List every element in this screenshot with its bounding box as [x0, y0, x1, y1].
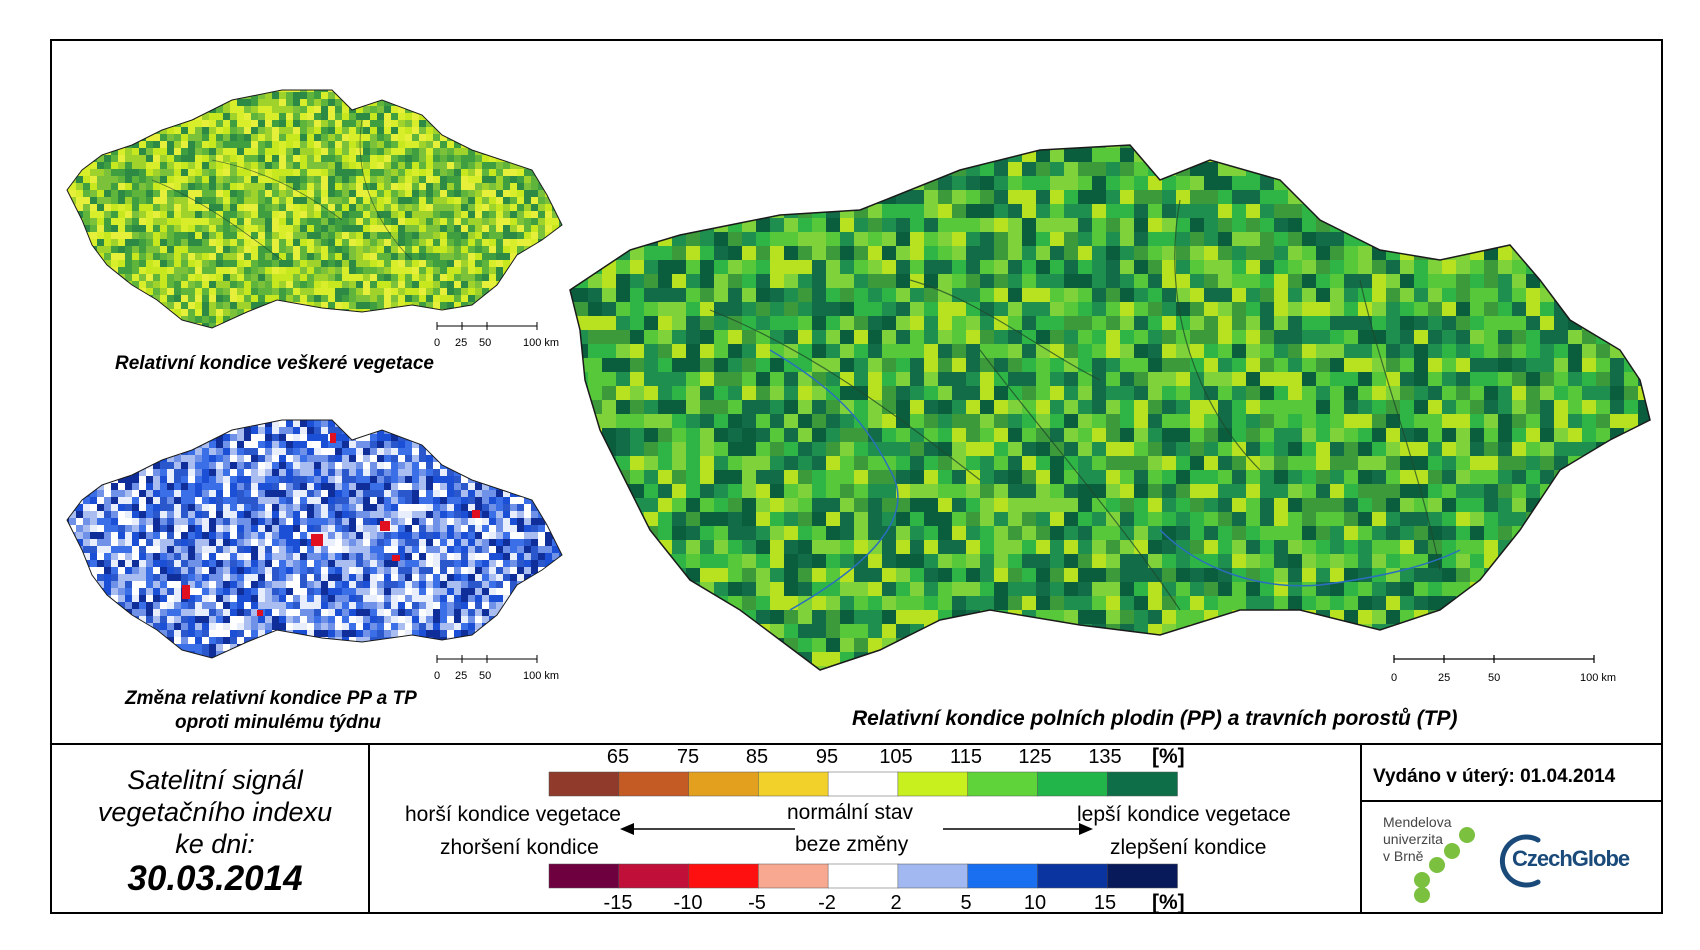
figure-frame	[50, 39, 1663, 914]
czechglobe-logo-text: CzechGlobe	[1512, 846, 1630, 871]
logo-divider	[1360, 800, 1663, 802]
bottom-left-map-caption-line1: Změna relativní kondice PP a TP	[125, 688, 417, 709]
all-vegetation-map	[66, 89, 563, 329]
czechglobe-logo-icon	[1499, 834, 1541, 888]
better-change-label: zlepšení kondice	[1110, 836, 1267, 859]
condition-swatch-6	[967, 771, 1039, 797]
scale-label-100: 100 km	[1580, 672, 1616, 684]
change-swatch-3	[758, 863, 829, 889]
condition-swatch-2	[688, 771, 760, 797]
top-tick-65: 65	[606, 746, 630, 768]
top-tick-105: 105	[879, 746, 913, 768]
condition-swatch-1	[618, 771, 690, 797]
condition-swatch-0	[548, 771, 620, 797]
bottom-left-map-scale-bar: 0 25 50 100 km	[434, 655, 559, 682]
condition-swatch-3	[758, 771, 829, 797]
change-swatch-1	[618, 863, 690, 889]
scale-label-50: 50	[1488, 672, 1500, 684]
legend-divider	[50, 743, 1663, 745]
change-color-scale	[548, 863, 1178, 889]
change-swatch-8	[1106, 863, 1178, 889]
right-arrow-icon	[943, 823, 1093, 835]
mendel-line2: univerzita	[1383, 831, 1443, 847]
top-tick-135: 135	[1088, 746, 1122, 768]
mendel-line3: v Brně	[1383, 848, 1424, 864]
tl-scale-label-100: 100 km	[523, 337, 559, 349]
main-map-scale-bar: 0 25 50 100 km	[1391, 655, 1616, 684]
change-swatch-6	[967, 863, 1039, 889]
bl-scale-label-100: 100 km	[523, 670, 559, 682]
condition-swatch-4	[827, 771, 899, 797]
condition-change-map	[66, 419, 563, 659]
bottom-tick-minus15: -15	[603, 892, 633, 914]
condition-color-scale	[548, 771, 1178, 797]
satellite-label-line1: Satelitní signál	[127, 765, 303, 795]
no-change-label: beze změny	[795, 833, 909, 856]
top-tick-115: 115	[950, 746, 982, 768]
legend-right-divider	[1360, 743, 1362, 914]
bottom-tick-minus2: -2	[818, 892, 836, 914]
scale-label-0: 0	[1391, 672, 1397, 684]
worse-condition-label: horší kondice vegetace	[405, 803, 621, 826]
main-condition-map	[569, 144, 1651, 671]
condition-swatch-5	[897, 771, 969, 797]
scale-label-25: 25	[1438, 672, 1450, 684]
tl-scale-label-0: 0	[434, 337, 440, 349]
tl-scale-label-25: 25	[455, 337, 467, 349]
top-left-map-scale-bar: 0 25 50 100 km	[434, 322, 559, 349]
change-swatch-4	[827, 863, 899, 889]
satellite-date: 30.03.2014	[127, 859, 303, 898]
mendel-university-logo-icon	[1414, 827, 1475, 903]
change-swatch-7	[1037, 863, 1108, 889]
better-condition-label: lepší kondice vegetace	[1077, 803, 1291, 826]
top-tick-85: 85	[745, 746, 769, 768]
bottom-tick-15: 15	[1093, 892, 1117, 914]
change-swatch-5	[897, 863, 969, 889]
top-left-map-caption: Relativní kondice veškeré vegetace	[115, 353, 434, 374]
condition-swatch-8	[1106, 771, 1178, 797]
bottom-left-map-caption-line2: oproti minulému týdnu	[175, 712, 381, 733]
bl-scale-label-50: 50	[479, 670, 491, 682]
top-tick-75: 75	[676, 746, 700, 768]
issue-date: Vydáno v úterý: 01.04.2014	[1373, 766, 1616, 787]
legend-left-divider	[368, 743, 370, 914]
change-swatch-2	[688, 863, 760, 889]
normal-state-label: normální stav	[787, 801, 914, 824]
mendel-line1: Mendelova	[1383, 814, 1452, 830]
top-unit-label: [%]	[1152, 745, 1185, 768]
bottom-tick-10: 10	[1023, 892, 1047, 914]
bl-scale-label-25: 25	[455, 670, 467, 682]
bl-scale-label-0: 0	[434, 670, 440, 682]
top-tick-95: 95	[815, 746, 839, 768]
bottom-unit-label: [%]	[1152, 891, 1185, 914]
bottom-tick-minus10: -10	[673, 892, 703, 914]
bottom-tick-5: 5	[960, 892, 972, 914]
tl-scale-label-50: 50	[479, 337, 491, 349]
left-arrow-icon	[620, 823, 795, 835]
satellite-label-line3: ke dni:	[175, 829, 255, 859]
bottom-tick-2: 2	[890, 892, 902, 914]
satellite-label-line2: vegetačního indexu	[97, 797, 333, 827]
main-map-caption: Relativní kondice polních plodin (PP) a …	[852, 707, 1458, 730]
worse-change-label: zhoršení kondice	[440, 836, 599, 859]
change-swatch-0	[548, 863, 620, 889]
condition-swatch-7	[1037, 771, 1108, 797]
bottom-tick-minus5: -5	[748, 892, 766, 914]
top-tick-125: 125	[1018, 746, 1052, 768]
